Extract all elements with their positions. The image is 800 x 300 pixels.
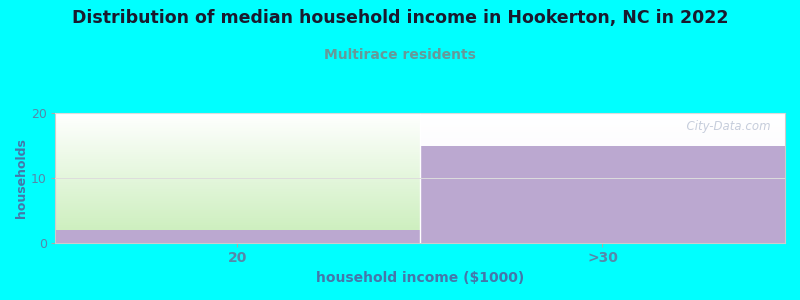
Text: City-Data.com: City-Data.com [678,119,770,133]
Text: Multirace residents: Multirace residents [324,48,476,62]
X-axis label: household income ($1000): household income ($1000) [316,271,524,285]
Text: Distribution of median household income in Hookerton, NC in 2022: Distribution of median household income … [72,9,728,27]
Y-axis label: households: households [15,138,28,218]
